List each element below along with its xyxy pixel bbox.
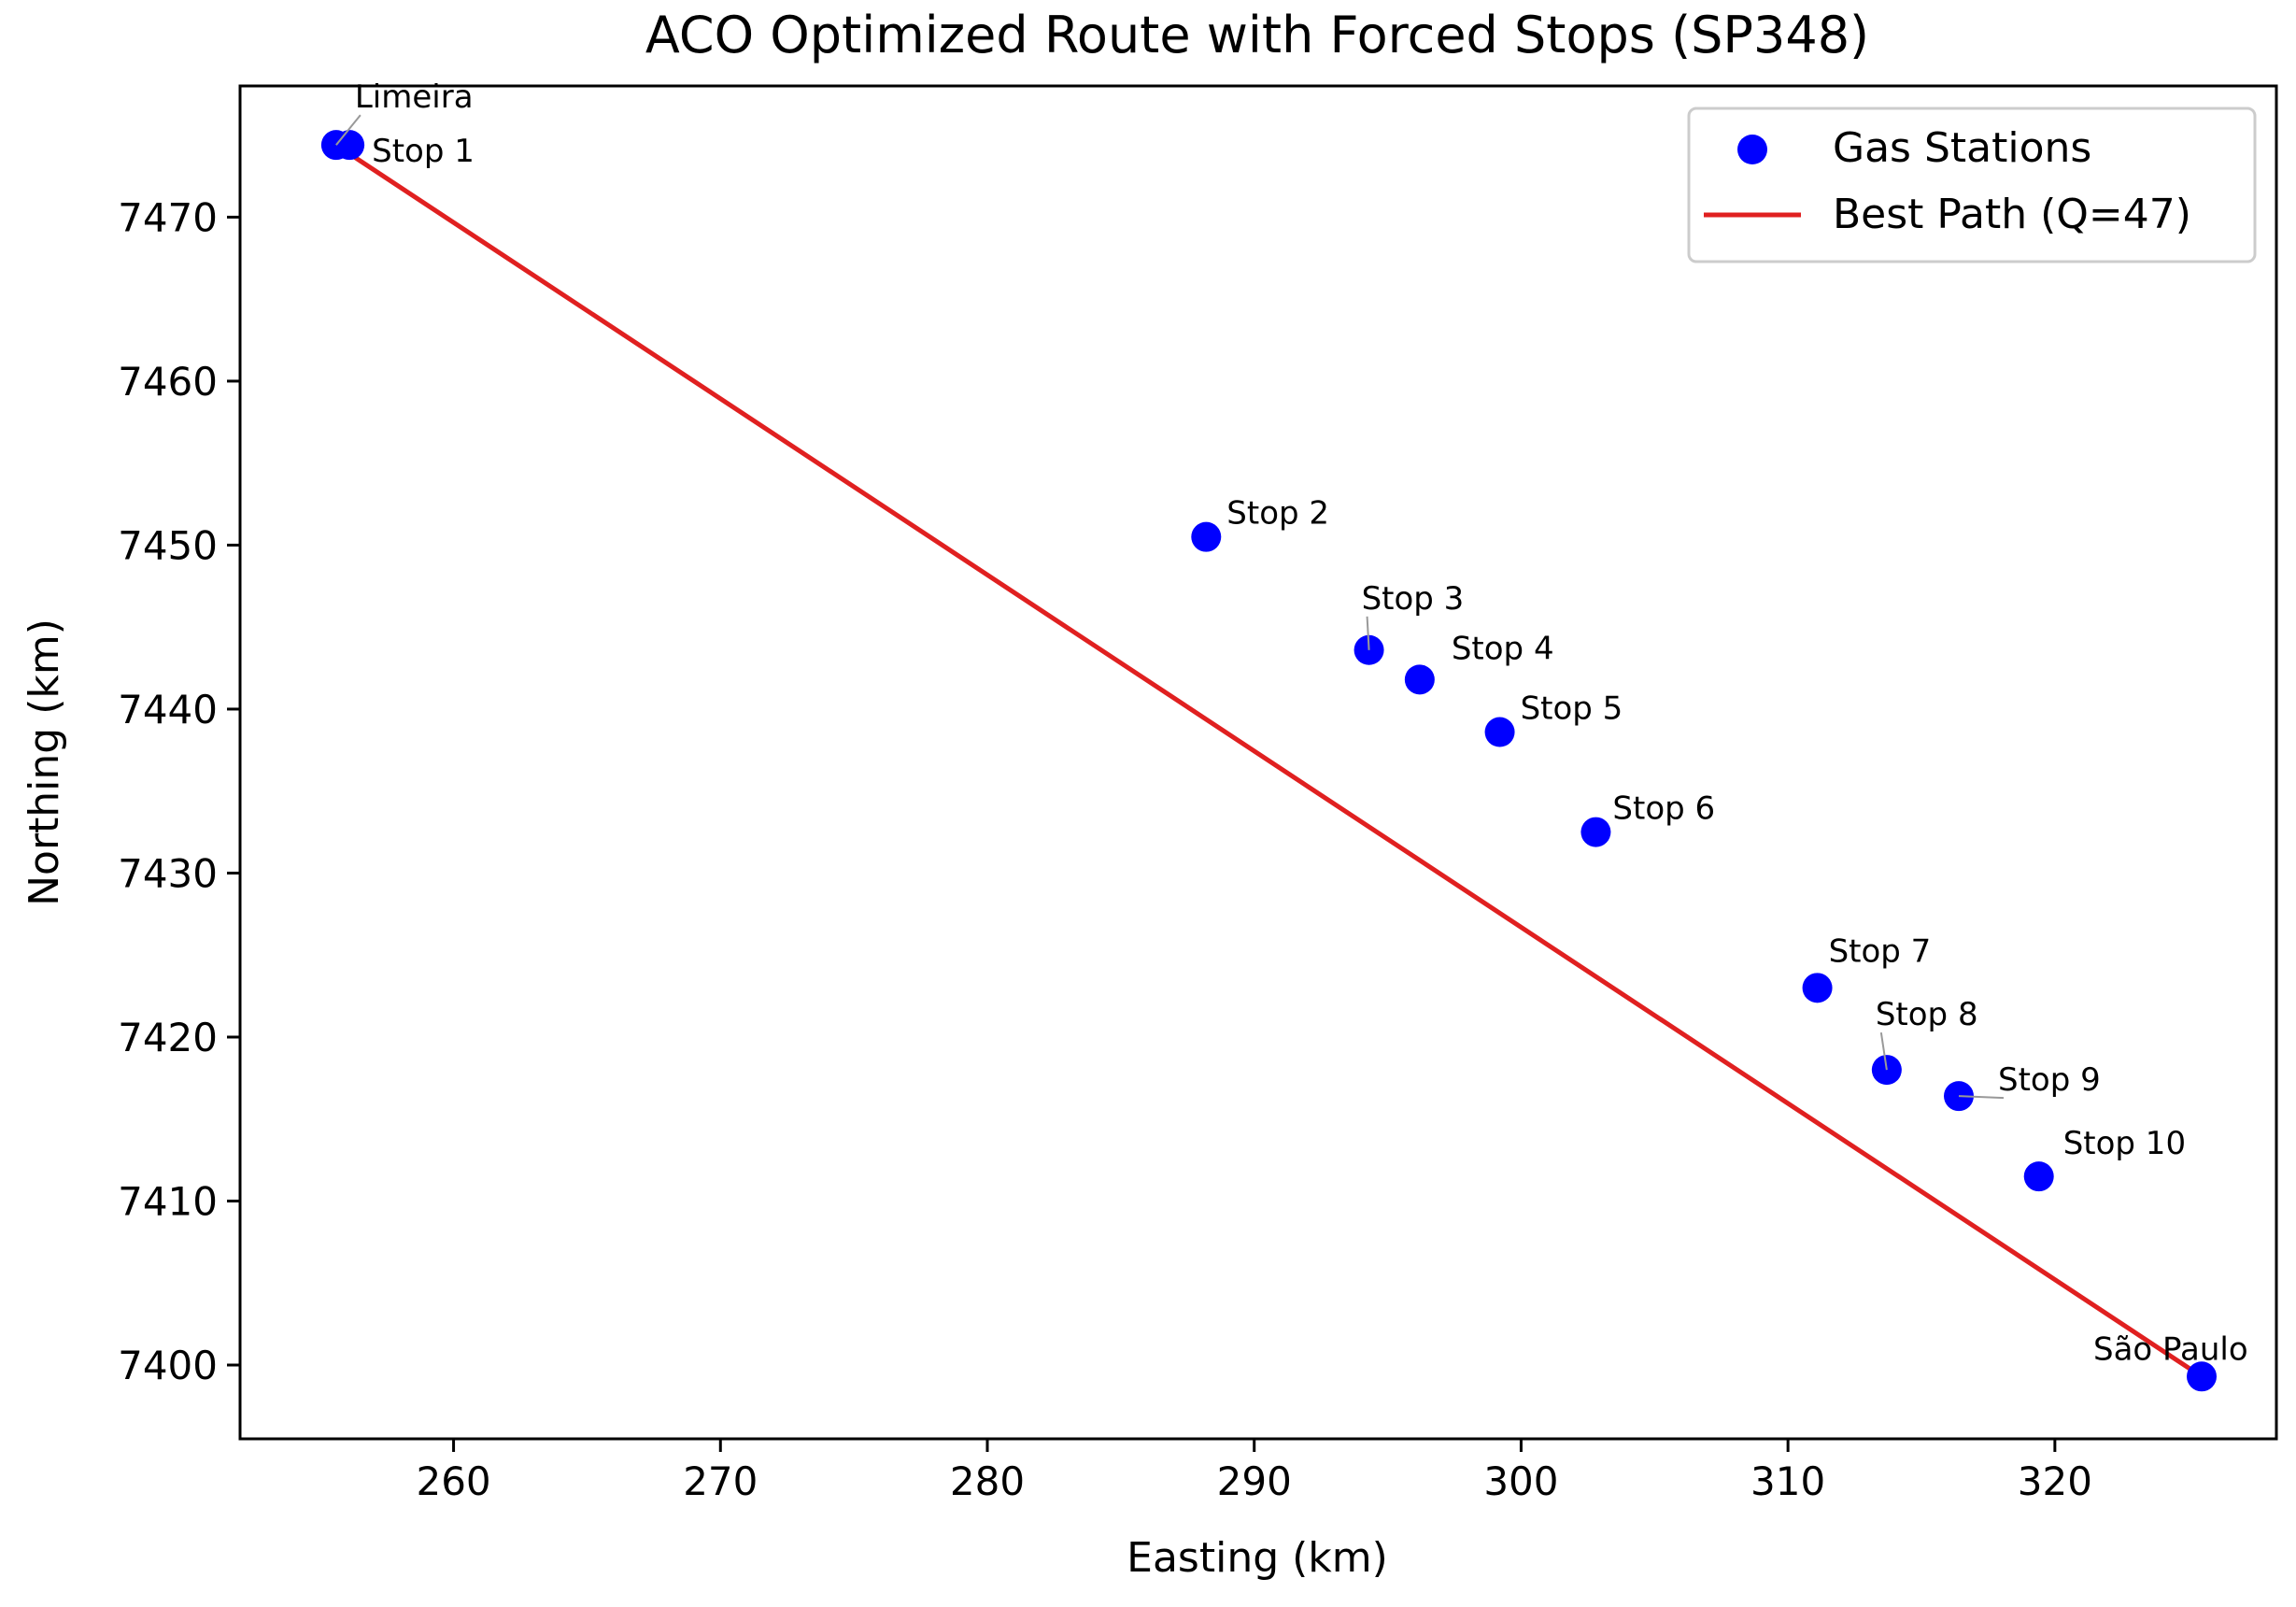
y-tick-label: 7420 <box>118 1015 218 1060</box>
point-labels-layer: Limeira Stop 1 Stop 2 Stop 3 Stop 4 Stop 5 Sto… <box>335 78 2248 1368</box>
point-label: Stop 2 <box>1226 495 1329 533</box>
x-axis: 260 270 280 290 300 310 320 <box>416 1439 2092 1504</box>
y-tick-label: 7400 <box>118 1343 218 1388</box>
x-tick-label: 290 <box>1217 1458 1292 1504</box>
gas-station-point <box>1802 973 1833 1003</box>
x-tick-label: 260 <box>416 1458 490 1504</box>
point-label: Limeira <box>355 78 474 116</box>
point-label: Stop 1 <box>372 133 475 170</box>
gas-station-point <box>1484 717 1515 747</box>
point-label: Stop 9 <box>1998 1061 2101 1099</box>
legend: Gas Stations Best Path (Q=47) <box>1687 107 2257 263</box>
y-tick-label: 7430 <box>118 850 218 896</box>
y-axis: 7400 7410 7420 7430 7440 7450 7460 7470 <box>118 194 240 1388</box>
y-tick-label: 7450 <box>118 522 218 568</box>
best-path-layer <box>334 143 2204 1379</box>
points-layer <box>320 130 2217 1392</box>
legend-gas-stations-label: Gas Stations <box>1833 124 2091 172</box>
annotation-leader <box>1879 1031 1888 1071</box>
point-label: Stop 6 <box>1612 790 1715 828</box>
y-tick-label: 7410 <box>118 1179 218 1225</box>
x-tick-label: 270 <box>683 1458 758 1504</box>
gas-station-point <box>1580 817 1611 847</box>
x-tick-label: 310 <box>1750 1458 1825 1504</box>
point-label: Stop 3 <box>1362 580 1465 618</box>
gas-station-point <box>334 130 365 161</box>
best-path-line <box>334 143 2204 1379</box>
y-tick-label: 7470 <box>118 194 218 240</box>
legend-box <box>1687 107 2257 263</box>
gas-station-point <box>1404 664 1435 695</box>
chart-title: ACO Optimized Route with Forced Stops (S… <box>645 6 1869 64</box>
annotation-leader <box>335 114 361 146</box>
x-axis-label: Easting (km) <box>1127 1534 1388 1582</box>
point-label: São Paulo <box>2093 1330 2248 1368</box>
gas-station-point <box>2023 1161 2054 1192</box>
point-label: Stop 8 <box>1876 996 1978 1033</box>
legend-gas-stations-marker <box>1737 135 1767 164</box>
x-tick-label: 300 <box>1483 1458 1558 1504</box>
y-axis-label: Northing (km) <box>21 619 68 906</box>
y-tick-label: 7440 <box>118 687 218 732</box>
gas-station-point <box>2187 1361 2217 1392</box>
plot-area <box>238 84 2278 1441</box>
y-tick-label: 7460 <box>118 359 218 405</box>
axes-frame <box>238 84 2278 1441</box>
gas-station-point <box>1191 521 1222 552</box>
point-label: Stop 5 <box>1521 690 1623 728</box>
annotation-leader <box>1366 616 1370 650</box>
x-tick-label: 320 <box>2018 1458 2092 1504</box>
point-label: Stop 10 <box>2063 1125 2186 1162</box>
point-label: Stop 7 <box>1829 932 1932 970</box>
point-label: Stop 4 <box>1452 630 1554 667</box>
x-tick-label: 280 <box>950 1458 1025 1504</box>
annotation-leader <box>1958 1095 2005 1100</box>
legend-best-path-label: Best Path (Q=47) <box>1833 191 2191 238</box>
